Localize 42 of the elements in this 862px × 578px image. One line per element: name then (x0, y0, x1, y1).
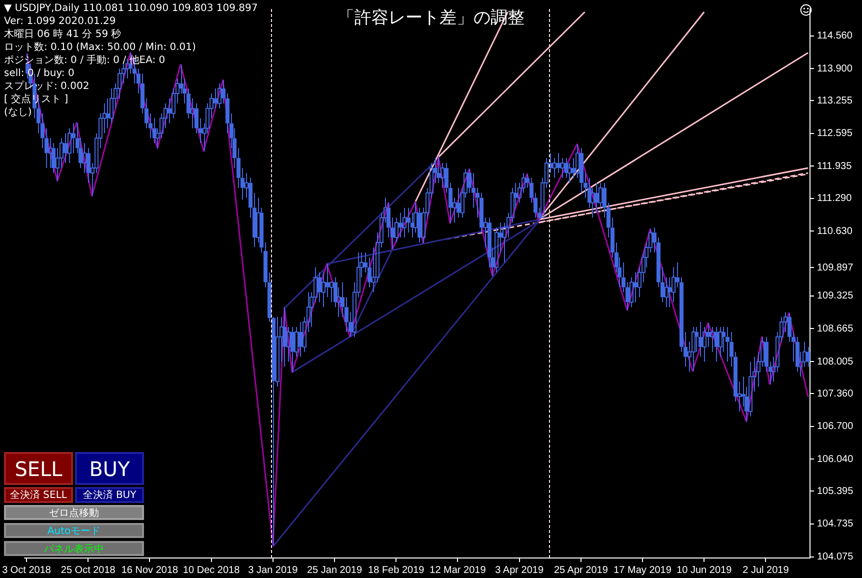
annotation: ロット数: 0.10 (Max: 50.00 / Min: 0.01) (4, 42, 196, 54)
annotation: Ver: 1.099 2020.01.29 (4, 16, 116, 28)
panel-button: パネル表示中 (4, 541, 144, 556)
y-tick-label: 112.595 (817, 128, 853, 140)
y-tick-label: 113.900 (817, 63, 853, 74)
x-tick-label: 18 Feb 2019 (368, 564, 425, 576)
x-tick-label: 3 Jan 2019 (248, 564, 298, 576)
annotation: (なし) (4, 107, 32, 119)
x-tick-label: 3 Oct 2018 (2, 564, 52, 576)
y-tick-label: 109.897 (817, 262, 854, 274)
y-tick-label: 106.040 (817, 454, 854, 465)
close-buy-button: 全決済 BUY (75, 487, 144, 503)
x-tick-label: 25 Apr 2019 (554, 564, 608, 576)
close-sell-button: 全決済 SELL (4, 487, 73, 503)
y-tick-label: 104.735 (817, 518, 854, 530)
x-tick-label: 16 Nov 2018 (121, 564, 179, 576)
x-tick-label: 12 Mar 2019 (430, 564, 486, 576)
y-tick-label: 111.290 (817, 193, 852, 204)
x-tick-label: 17 May 2019 (614, 564, 672, 576)
y-tick-label: 106.700 (817, 421, 854, 432)
y-tick-label: 108.665 (817, 323, 854, 334)
y-tick-label: 110.630 (817, 226, 853, 237)
y-tick-label: 111.935 (817, 161, 852, 172)
x-tick-label: 25 Oct 2018 (60, 564, 116, 576)
auto-mode-button: Autoモード (4, 523, 144, 538)
annotation: ▼ USDJPY,Daily 110.081 110.090 109.803 109.897 (4, 3, 258, 15)
zero-move-button: ゼロ点移動 (4, 505, 144, 520)
buy-button: BUY (75, 452, 144, 485)
x-tick-label: 2 Jul 2019 (742, 564, 790, 576)
x-tick-label: 25 Jan 2019 (306, 564, 362, 576)
x-tick-label: 3 Apr 2019 (495, 564, 544, 576)
y-tick-label: 113.255 (817, 95, 853, 106)
sell-button: SELL (4, 452, 73, 485)
y-tick-label: 109.325 (817, 290, 854, 302)
y-tick-label: 104.075 (817, 552, 854, 563)
x-tick-label: 10 Jun 2019 (676, 564, 732, 576)
y-tick-label: 107.360 (817, 388, 854, 400)
x-tick-label: 10 Dec 2018 (182, 564, 240, 576)
y-tick-label: 114.560 (817, 30, 853, 42)
y-tick-label: 108.005 (817, 356, 854, 368)
annotation: 木曜日 06 時 41 分 59 秒 (4, 29, 122, 41)
y-tick-label: 105.395 (817, 486, 854, 497)
